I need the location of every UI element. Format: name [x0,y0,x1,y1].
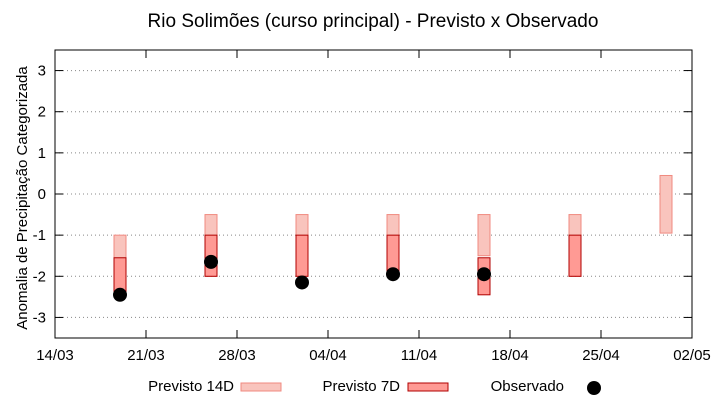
observed-points [113,254,491,302]
y-tick-label: -3 [33,309,46,326]
plot-frame [54,49,693,339]
observed-point [204,254,218,269]
forecast-14d-bar [477,214,491,257]
y-tick-label: 1 [38,145,46,162]
x-tick-label: 25/04 [582,347,620,364]
x-tick-label: 02/05 [673,347,711,364]
x-tick-label: 21/03 [127,347,165,364]
y-tick-label: -2 [33,268,46,285]
y-tick-label: 3 [38,63,46,80]
x-tick-label: 18/04 [491,347,529,364]
x-tick-label: 28/03 [218,347,256,364]
forecast-7d-bar [568,234,582,277]
legend: Previsto 14D Previsto 7D Observado [148,378,601,395]
y-tick-label: 0 [38,186,46,203]
legend-swatch [240,382,282,392]
y-tick-label: 2 [38,104,46,121]
x-tick-label: 04/04 [309,347,347,364]
y-tick-label: -1 [33,227,46,244]
observed-point [295,275,309,290]
legend-marker [587,381,601,395]
y-axis-label: Anomalia de Precipitação Categorizada [14,66,31,330]
chart-title: Rio Solimões (curso principal) - Previst… [148,11,599,32]
legend-label: Previsto 14D [148,378,234,395]
grid [55,70,692,318]
forecast-14d-bar [659,174,673,234]
observed-point [113,287,127,302]
observed-point [386,267,400,282]
forecast-7d-bar [295,234,309,277]
legend-label: Observado [491,378,564,395]
legend-swatch [407,382,449,392]
x-tick-label: 11/04 [401,347,437,364]
axis-ticks: 3 2 1 0 -1 -2 -3 14/03 21/03 28/03 04/04 11/04 18/04… [33,50,711,364]
x-tick-label: 14/03 [36,347,74,364]
observed-point [477,267,491,282]
legend-label: Previsto 7D [322,378,400,395]
